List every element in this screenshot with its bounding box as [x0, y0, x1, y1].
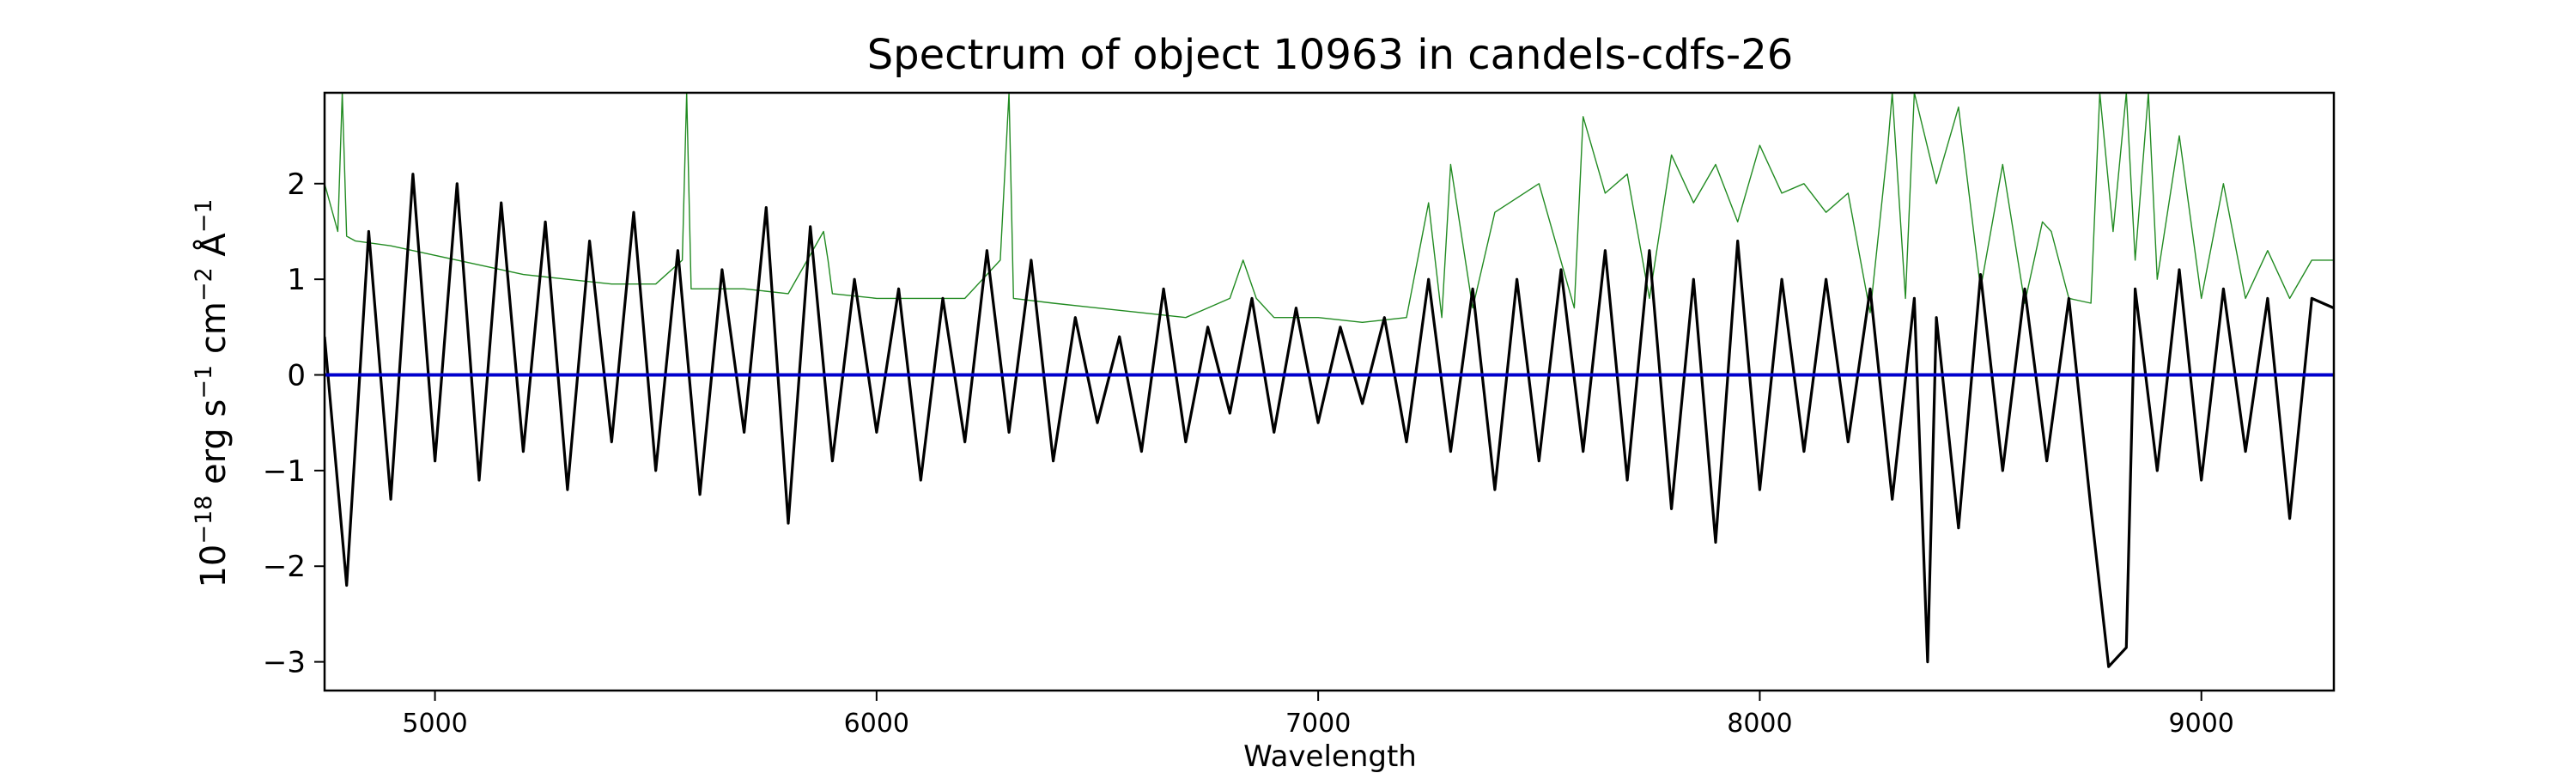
ylabel-base: 10	[194, 545, 234, 588]
chart-title: Spectrum of object 10963 in candels-cdfs…	[867, 31, 1794, 79]
ylabel-t1: erg s	[194, 399, 234, 496]
ylabel-exp2: −1	[191, 365, 217, 399]
y-tick-label: 1	[287, 263, 306, 297]
y-tick-label: −2	[263, 550, 306, 584]
y-axis-label: 10−18 erg s−1 cm−2 Å−1	[191, 198, 234, 587]
ylabel-exp1: −18	[191, 496, 217, 545]
x-tick-label: 5000	[402, 709, 467, 739]
x-tick-label: 6000	[844, 709, 909, 739]
y-tick-label: 2	[287, 167, 306, 202]
flux-series-line	[325, 173, 2334, 668]
ylabel-t3: Å	[192, 233, 234, 268]
y-tick-label: −1	[263, 454, 306, 489]
svg-text:10−18 erg s−1 cm−2 Å−1: 10−18 erg s−1 cm−2 Å−1	[191, 198, 234, 587]
x-tick-label: 7000	[1285, 709, 1351, 739]
ylabel-t2: cm	[194, 301, 234, 365]
x-axis-label: Wavelength	[1243, 740, 1417, 773]
error-series-line	[325, 93, 2334, 323]
y-tick-label: −3	[263, 646, 306, 680]
plot-frame	[323, 91, 2336, 692]
x-tick-label: 8000	[1727, 709, 1792, 739]
y-tick-label: 0	[287, 359, 306, 393]
ylabel-exp3: −2	[191, 267, 217, 301]
x-tick-label: 9000	[2169, 709, 2234, 739]
ylabel-exp4: −1	[191, 198, 217, 233]
